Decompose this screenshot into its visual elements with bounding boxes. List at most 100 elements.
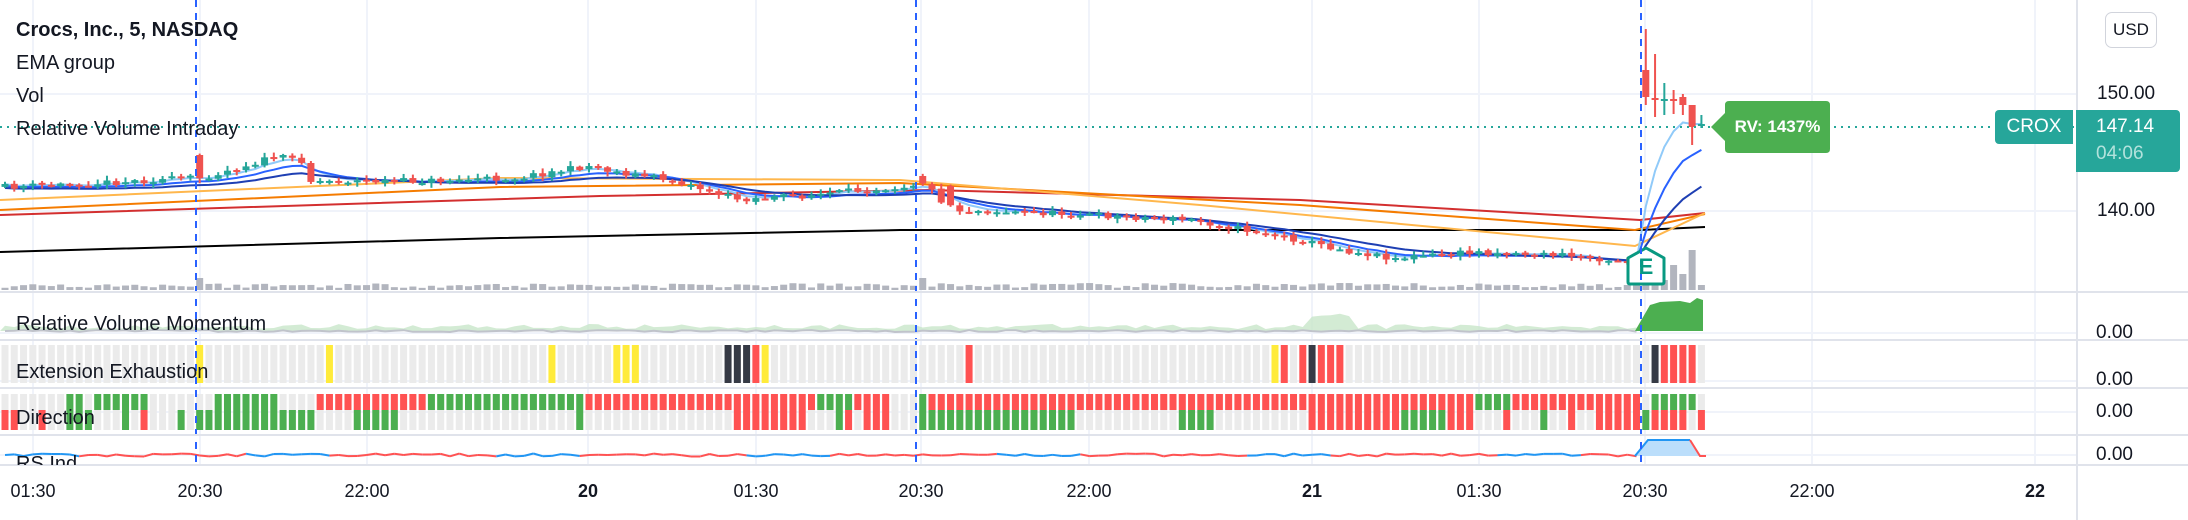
direction-top-cell xyxy=(826,394,834,410)
direction-bottom-cell xyxy=(1382,410,1390,430)
direction-top-cell xyxy=(1549,394,1557,410)
volume-bar xyxy=(205,283,213,290)
candle-body xyxy=(1364,253,1372,257)
direction-bottom-cell xyxy=(353,410,361,430)
rs-line-segment xyxy=(1450,452,1461,457)
direction-top-cell xyxy=(1595,394,1603,410)
volume-bar xyxy=(502,287,510,290)
candle-body xyxy=(622,170,630,176)
direction-top-cell xyxy=(474,394,482,410)
candle-body xyxy=(807,195,815,198)
direction-top-cell xyxy=(390,394,398,410)
exhaustion-cell xyxy=(863,345,871,383)
direction-bottom-cell xyxy=(984,410,992,430)
legend-vol[interactable]: Vol xyxy=(16,85,44,107)
direction-bottom-cell xyxy=(835,410,843,430)
direction-top-cell xyxy=(1299,394,1307,410)
direction-bottom-cell xyxy=(780,410,788,430)
exhaustion-cell xyxy=(817,345,825,383)
candle-body xyxy=(1410,255,1418,260)
direction-cell xyxy=(186,394,194,430)
legend-relative-volume-intraday[interactable]: Relative Volume Intraday xyxy=(16,118,239,140)
rs-line-segment xyxy=(431,452,441,456)
candle-body xyxy=(1178,216,1186,220)
pane-label-direction[interactable]: Direction xyxy=(16,407,95,429)
rs-line-segment xyxy=(746,454,756,458)
exhaustion-cell xyxy=(585,345,593,383)
symbol-title[interactable]: Crocs, Inc., 5, NASDAQ xyxy=(16,19,239,41)
exhaustion-cell xyxy=(233,345,241,383)
volume-bar xyxy=(1262,285,1270,290)
candle-body xyxy=(29,183,37,186)
direction-top-cell xyxy=(270,394,278,410)
rs-line-segment xyxy=(1413,452,1424,456)
exhaustion-cell xyxy=(1271,345,1279,383)
currency-button[interactable]: USD xyxy=(2105,12,2157,48)
direction-top-cell xyxy=(761,394,769,410)
exhaustion-cell xyxy=(1067,345,1075,383)
direction-top-cell xyxy=(965,394,973,410)
direction-top-cell xyxy=(1336,394,1344,410)
earnings-marker-label[interactable]: E xyxy=(1638,254,1654,279)
direction-bottom-cell xyxy=(1206,410,1214,430)
direction-bottom-cell xyxy=(233,410,241,430)
direction-cell xyxy=(1076,394,1084,430)
volume-bar xyxy=(1503,284,1511,290)
pane-label-rs-ind[interactable]: RS Ind xyxy=(16,453,78,465)
exhaustion-cell xyxy=(1382,345,1390,383)
direction-top-cell xyxy=(845,394,853,410)
direction-top-cell xyxy=(1280,394,1288,410)
candle-body xyxy=(1049,210,1057,216)
exhaustion-cell xyxy=(205,345,213,383)
candle-body xyxy=(696,184,704,190)
direction-bottom-cell xyxy=(1660,410,1668,430)
exhaustion-cell xyxy=(1614,345,1622,383)
direction-top-cell xyxy=(363,394,371,410)
candle-body xyxy=(984,211,992,214)
direction-top-cell xyxy=(455,394,463,410)
rs-line-segment xyxy=(1219,453,1229,457)
candle-body xyxy=(325,180,333,183)
exhaustion-cell xyxy=(1104,345,1112,383)
exhaustion-cell xyxy=(112,345,120,383)
price-axis[interactable] xyxy=(2076,0,2188,520)
direction-bottom-cell xyxy=(1429,410,1437,430)
direction-top-cell xyxy=(1252,394,1260,410)
direction-bottom-cell xyxy=(937,410,945,430)
direction-cell xyxy=(492,394,500,430)
exhaustion-cell xyxy=(604,345,612,383)
candle-body xyxy=(678,181,686,185)
volume-bar xyxy=(233,284,241,290)
direction-bottom-cell xyxy=(1605,410,1613,430)
direction-bottom-cell xyxy=(1002,410,1010,430)
direction-top-cell xyxy=(947,394,955,410)
rs-line-segment xyxy=(1515,453,1526,457)
direction-bottom-cell xyxy=(1642,410,1650,430)
rs-line-segment xyxy=(885,453,896,457)
pane-label-relative-volume-momentum[interactable]: Relative Volume Momentum xyxy=(16,313,267,335)
direction-bottom-cell xyxy=(38,410,46,430)
rs-line-segment xyxy=(783,453,794,457)
rs-line-segment xyxy=(533,452,543,458)
exhaustion-cell xyxy=(1049,345,1057,383)
candle-body xyxy=(1521,252,1529,255)
direction-bottom-cell xyxy=(1503,410,1511,430)
volume-bar xyxy=(1225,286,1233,290)
direction-top-cell xyxy=(752,394,760,410)
volume-bar xyxy=(1410,283,1418,290)
candle-body xyxy=(446,180,454,183)
rs-line-segment xyxy=(523,452,534,457)
rs-line-segment xyxy=(709,452,720,458)
exhaustion-cell xyxy=(1336,345,1344,383)
direction-top-cell xyxy=(446,394,454,410)
direction-bottom-cell xyxy=(1679,410,1687,430)
rs-line-segment xyxy=(384,452,395,457)
legend-ema-group[interactable]: EMA group xyxy=(16,52,115,74)
pane-label-extension-exhaustion[interactable]: Extension Exhaustion xyxy=(16,361,209,383)
volume-bar xyxy=(1086,283,1094,290)
direction-top-cell xyxy=(1401,394,1409,410)
exhaustion-cell xyxy=(1002,345,1010,383)
exhaustion-cell xyxy=(1623,345,1631,383)
exhaustion-cell xyxy=(1252,345,1260,383)
